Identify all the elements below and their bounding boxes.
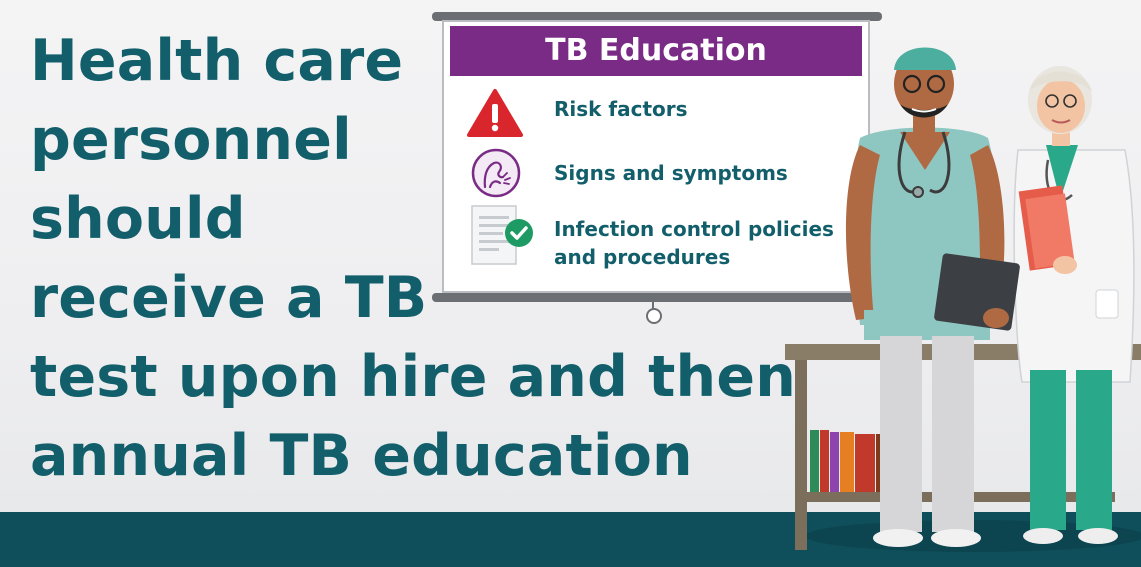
screen-pull-ring — [646, 308, 662, 324]
headline-line-4: receive a TB — [30, 265, 428, 331]
warning-triangle-icon — [467, 89, 523, 137]
screen-bottom-bar — [432, 293, 882, 302]
headline-line-3: should — [30, 186, 246, 252]
coughing-person-icon — [471, 148, 521, 198]
headline-line-1: Health care — [30, 28, 404, 94]
board-item-signs-symptoms: Signs and symptoms — [554, 161, 788, 185]
board-item-risk-factors: Risk factors — [554, 97, 688, 121]
board-item-infection-control-label: Infection control policies and procedure… — [554, 217, 834, 269]
screen-pull-stem — [652, 302, 654, 310]
male-nurse-figure — [845, 47, 1020, 547]
headline-line-5: test upon hire and then — [30, 344, 796, 410]
female-doctor-figure — [1013, 66, 1135, 544]
screen-top-bar — [432, 12, 882, 21]
board-item-infection-control: Infection control policies and procedure… — [554, 215, 864, 271]
projection-screen: TB Education Risk factors Signs and symp… — [442, 20, 870, 293]
board-title: TB Education — [450, 26, 862, 76]
headline-line-2: personnel — [30, 107, 352, 173]
healthcare-workers-illustration — [785, 47, 1141, 552]
headline: Health care personnel should receive a T… — [30, 22, 796, 496]
document-check-icon — [471, 205, 533, 265]
headline-line-6: annual TB education — [30, 423, 693, 489]
